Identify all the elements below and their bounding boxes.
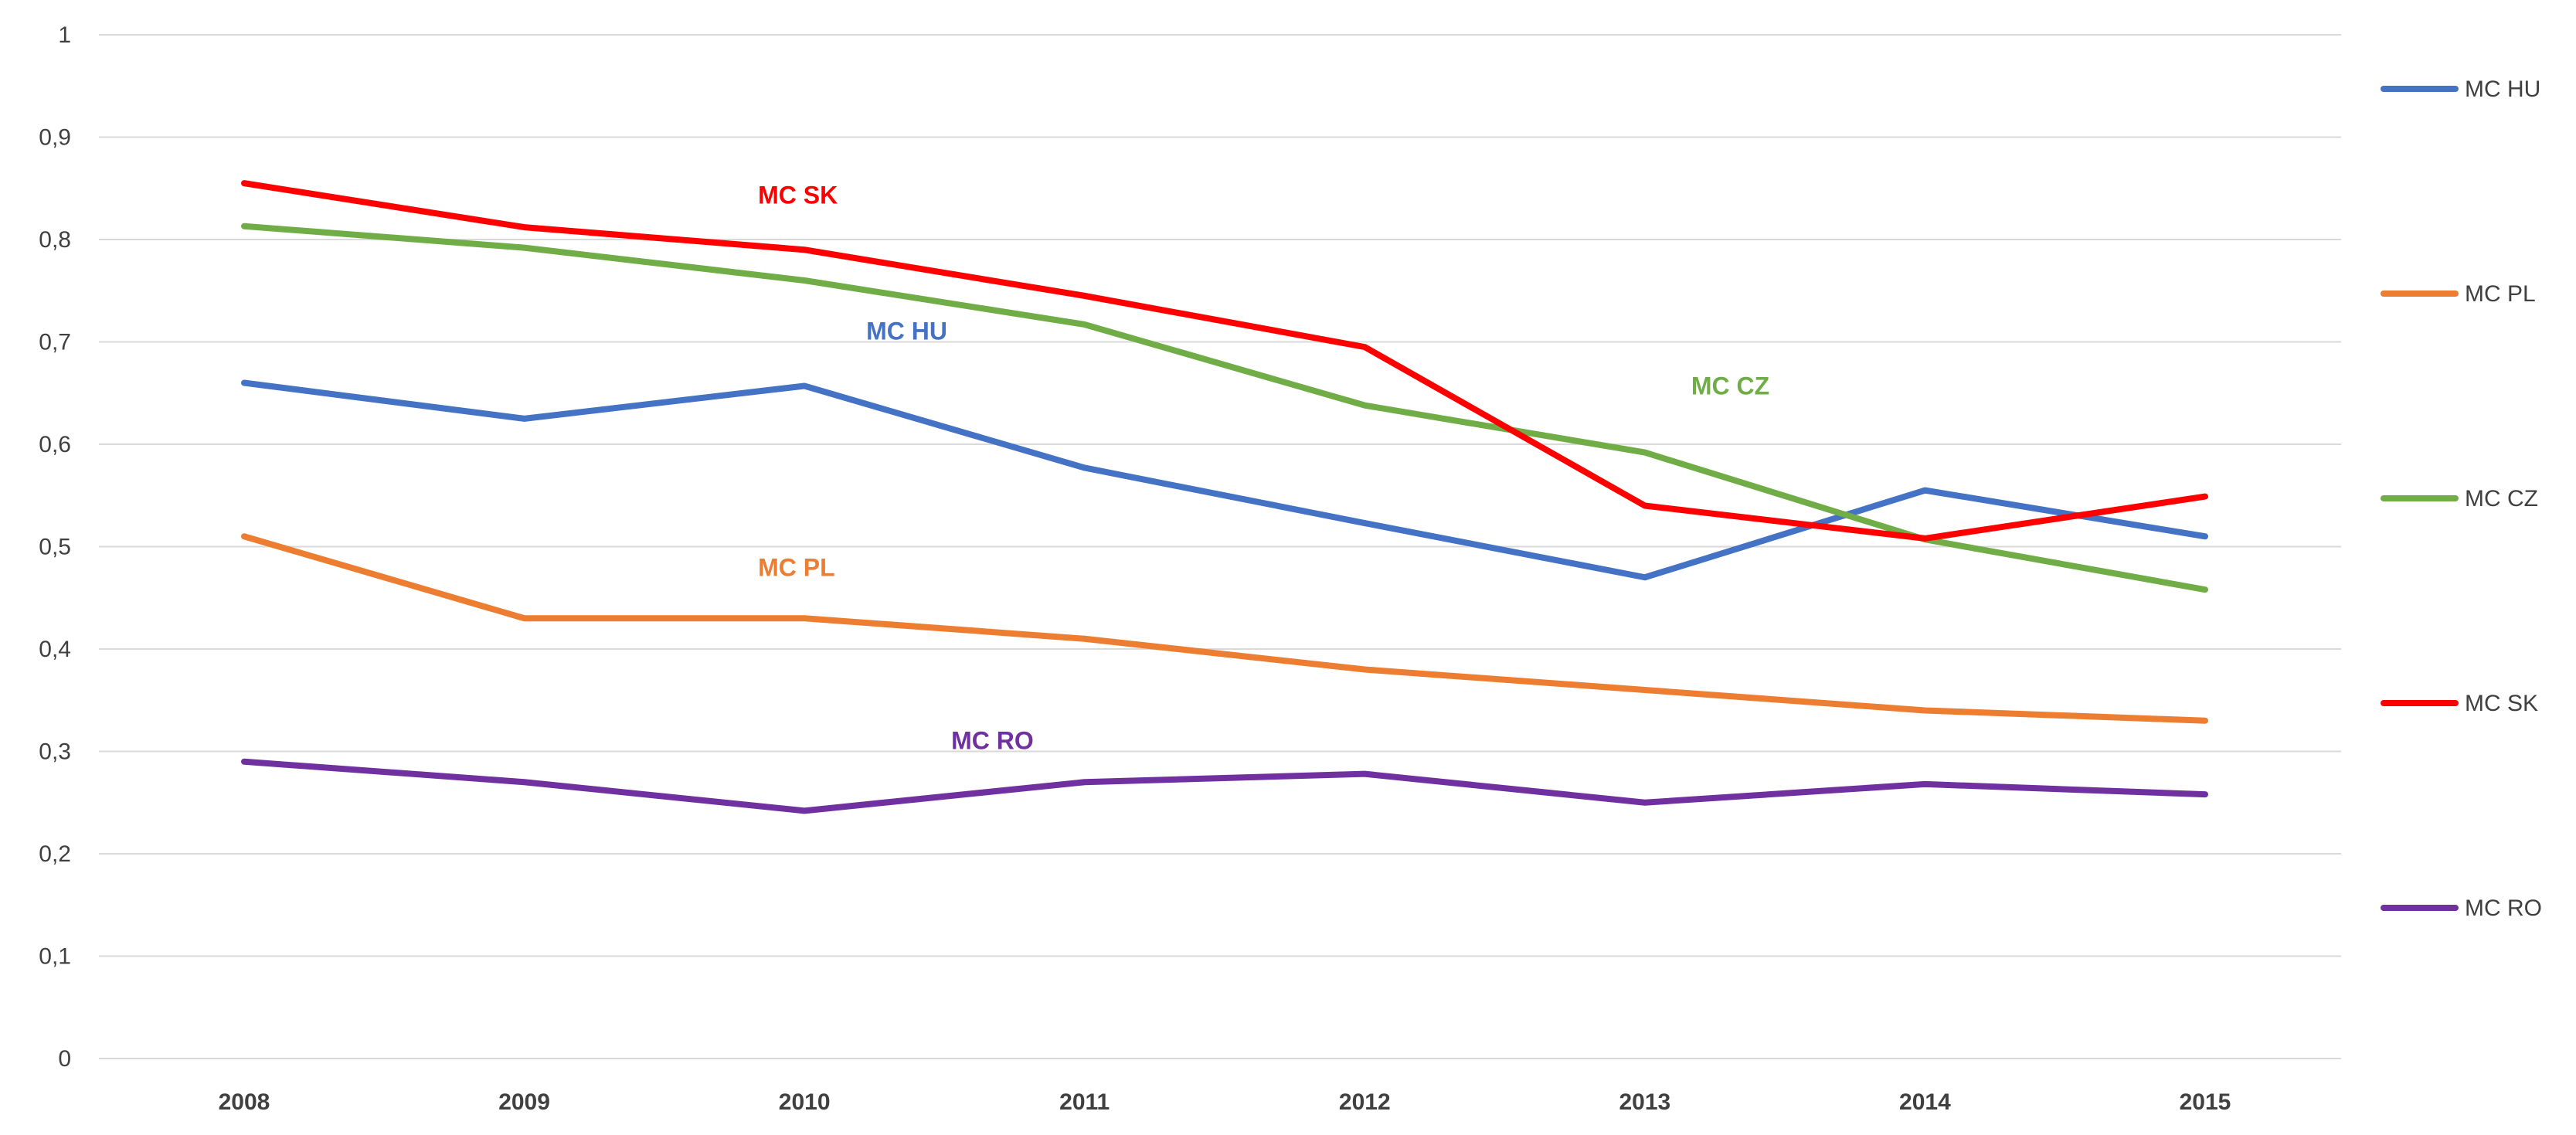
x-tick-label: 2012 — [1339, 1089, 1391, 1115]
x-tick-label: 2011 — [1059, 1089, 1110, 1115]
x-tick-label: 2013 — [1619, 1089, 1670, 1115]
x-tick-label: 2008 — [219, 1089, 270, 1115]
series-line-mc-pl — [241, 533, 2208, 724]
y-tick-label: 0,1 — [39, 944, 71, 970]
y-tick-label: 0 — [58, 1046, 71, 1072]
x-tick-label: 2015 — [2180, 1089, 2231, 1115]
y-tick-label: 1 — [58, 22, 71, 48]
x-tick-label: 2009 — [498, 1089, 550, 1115]
x-tick-label: 2014 — [1899, 1089, 1951, 1115]
legend-label: MC SK — [2465, 691, 2538, 716]
series-annotations: MC HU MC PL MC CZ MC SK MC RO — [758, 181, 1769, 754]
gridlines — [99, 34, 2341, 1059]
legend-label: MC PL — [2465, 281, 2536, 307]
y-tick-label: 0,5 — [39, 535, 71, 560]
legend-label: MC CZ — [2465, 486, 2538, 511]
legend: MC HU MC PL MC CZ MC SK MC RO — [2381, 76, 2542, 921]
series-annotation: MC PL — [758, 553, 835, 581]
series-annotation: MC RO — [951, 726, 1034, 754]
y-tick-label: 0,8 — [39, 227, 71, 253]
y-axis-ticks: 0 0,1 0,2 0,3 0,4 0,5 0,6 0,7 0,8 0,9 1 — [39, 22, 71, 1072]
x-tick-label: 2010 — [779, 1089, 831, 1115]
y-tick-label: 0,3 — [39, 739, 71, 765]
y-tick-label: 0,4 — [39, 637, 71, 662]
series-line-mc-ro — [241, 758, 2208, 814]
y-tick-label: 0,7 — [39, 330, 71, 355]
y-tick-label: 0,9 — [39, 125, 71, 151]
y-tick-label: 0,2 — [39, 841, 71, 867]
series-annotation: MC SK — [758, 181, 838, 209]
legend-label: MC RO — [2465, 895, 2542, 921]
series-line-mc-hu — [241, 379, 2208, 581]
series-lines — [241, 180, 2208, 814]
x-axis-ticks: 2008 2009 2010 2011 2012 2013 2014 2015 — [219, 1089, 2231, 1115]
y-tick-label: 0,6 — [39, 432, 71, 457]
series-line-mc-sk — [241, 180, 2208, 542]
legend-label: MC HU — [2465, 76, 2540, 102]
series-annotation: MC HU — [866, 317, 947, 345]
series-line-mc-cz — [241, 223, 2208, 593]
series-annotation: MC CZ — [1691, 372, 1769, 400]
